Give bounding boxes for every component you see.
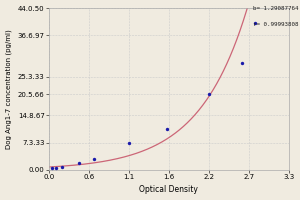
- Y-axis label: Dog Ang1-7 concentration (pg/ml): Dog Ang1-7 concentration (pg/ml): [6, 29, 12, 149]
- Point: [50, 166, 55, 169]
- Point: [77, 162, 82, 165]
- X-axis label: Optical Density: Optical Density: [140, 185, 198, 194]
- Point: [206, 93, 211, 96]
- Point: [252, 21, 257, 25]
- Point: [164, 128, 169, 131]
- Point: [239, 62, 244, 65]
- Point: [126, 141, 131, 144]
- Text: b= 1.29087764: b= 1.29087764: [253, 6, 298, 11]
- Point: [59, 165, 64, 168]
- Text: r= 0.99993808: r= 0.99993808: [253, 22, 298, 27]
- Point: [92, 158, 96, 161]
- Point: [54, 166, 58, 169]
